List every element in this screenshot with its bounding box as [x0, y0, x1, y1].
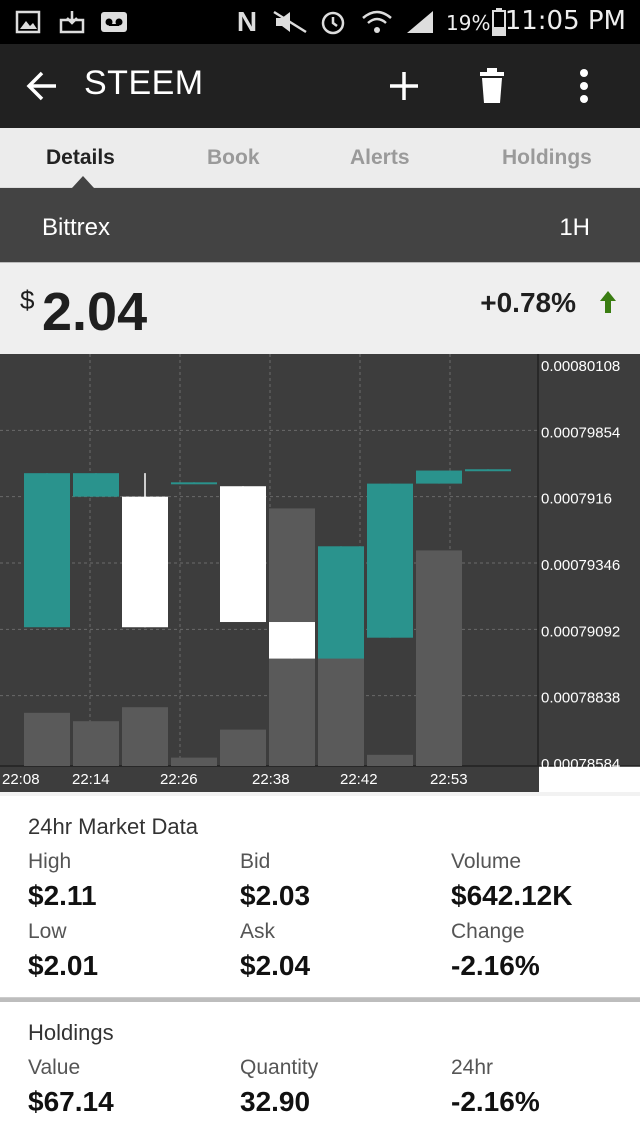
axis-corner	[539, 766, 640, 792]
tab-holdings[interactable]: Holdings	[502, 146, 592, 169]
signal-icon	[404, 8, 436, 36]
x-tick-label: 22:53	[430, 771, 468, 788]
back-arrow-icon[interactable]	[22, 66, 62, 106]
high-label: High	[28, 850, 72, 873]
y-tick-label: 0.00079346	[541, 557, 620, 574]
y-tick-label: 0.00078838	[541, 690, 620, 707]
candle-body	[318, 546, 364, 659]
y-tick-label: 0.0007916	[541, 491, 612, 508]
candle-body	[73, 473, 119, 497]
volume-bar	[416, 550, 462, 766]
bid-label: Bid	[240, 850, 271, 873]
y-tick-label: 0.00080108	[541, 358, 620, 375]
y-axis-panel	[538, 354, 640, 792]
x-tick-label: 22:38	[252, 771, 290, 788]
candle-body	[24, 473, 70, 628]
x-tick-label: 22:08	[2, 771, 40, 788]
price-change: +0.78%	[480, 287, 576, 318]
candlestick-chart: 0.00080108 0.00079854 0.0007916 0.00079346 0…	[0, 354, 640, 792]
clock: 11:05 PM	[504, 6, 626, 36]
nfc-icon: N	[236, 6, 258, 37]
mute-icon	[270, 8, 310, 36]
add-icon[interactable]	[382, 64, 426, 108]
battery-percent: 19%	[446, 11, 491, 35]
holdings-value-label: Value	[28, 1056, 81, 1079]
volume-bar	[24, 712, 70, 766]
holdings-title: Holdings	[28, 1020, 114, 1045]
bid-value: $2.03	[240, 880, 311, 911]
exchange-bar: Bittrex 1H	[0, 188, 640, 262]
tab-book[interactable]: Book	[207, 146, 260, 169]
holdings-24hr: -2.16%	[451, 1086, 540, 1117]
status-bar: N 19% 11:05 PM	[0, 0, 640, 44]
up-arrow-icon	[598, 289, 618, 315]
download-icon	[58, 8, 86, 36]
volume-bar	[318, 651, 364, 766]
candle-body	[220, 486, 266, 623]
currency-symbol: $	[20, 285, 35, 315]
current-price: 2.04	[42, 282, 148, 342]
candle-body	[269, 622, 315, 659]
low-label: Low	[28, 920, 67, 943]
change-label: Change	[451, 920, 525, 943]
page-title: STEEM	[84, 64, 204, 102]
app-toolbar: STEEM	[0, 44, 640, 128]
y-tick-label: 0.00078584	[541, 756, 620, 773]
low-value: $2.01	[28, 950, 99, 981]
candle-body	[171, 482, 217, 485]
high-value: $2.11	[28, 880, 97, 911]
delete-icon[interactable]	[470, 64, 514, 108]
interval-selector[interactable]: 1H	[559, 214, 590, 241]
x-tick-label: 22:42	[340, 771, 378, 788]
gallery-icon	[14, 8, 42, 36]
y-tick-label: 0.00079092	[541, 623, 620, 640]
price-chart[interactable]: 0.00080108 0.00079854 0.0007916 0.00079346 0…	[0, 354, 640, 792]
market-data-title: 24hr Market Data	[28, 814, 198, 839]
active-tab-indicator	[72, 176, 94, 188]
exchange-selector[interactable]: Bittrex	[42, 214, 111, 241]
volume-bar	[73, 721, 119, 766]
overflow-menu-icon[interactable]	[562, 64, 606, 108]
candle-body	[122, 496, 168, 628]
battery-icon	[490, 8, 508, 36]
x-tick-label: 22:26	[160, 771, 198, 788]
market-data-card: 24hr Market Data High $2.11 Bid $2.03 Vo…	[0, 796, 640, 998]
holdings-quantity: 32.90	[240, 1086, 311, 1117]
holdings-quantity-label: Quantity	[240, 1056, 319, 1079]
section-divider	[0, 998, 640, 1002]
voicemail-icon	[100, 8, 128, 36]
ask-value: $2.04	[240, 950, 311, 981]
volume-bar	[220, 729, 266, 766]
y-tick-label: 0.00079854	[541, 424, 620, 441]
candle-body	[367, 483, 413, 638]
candle-body	[416, 470, 462, 484]
change-value: -2.16%	[451, 950, 540, 981]
tab-alerts[interactable]: Alerts	[350, 146, 410, 169]
volume-bar	[122, 707, 168, 766]
holdings-value: $67.14	[28, 1086, 114, 1117]
alarm-icon	[318, 8, 348, 36]
price-bar: $ 2.04 +0.78%	[0, 262, 640, 354]
wifi-icon	[360, 8, 394, 36]
holdings-24hr-label: 24hr	[451, 1056, 494, 1079]
candle-body	[465, 469, 511, 472]
volume-value: $642.12K	[451, 880, 573, 911]
volume-bar	[367, 754, 413, 766]
tab-bar: Details Book Alerts Holdings	[0, 128, 640, 188]
holdings-card: Holdings Value $67.14 Quantity 32.90 24h…	[0, 1002, 640, 1138]
x-tick-label: 22:14	[72, 771, 110, 788]
tab-details[interactable]: Details	[46, 146, 115, 169]
volume-label: Volume	[451, 850, 522, 873]
volume-bar	[171, 757, 217, 766]
ask-label: Ask	[240, 920, 276, 943]
